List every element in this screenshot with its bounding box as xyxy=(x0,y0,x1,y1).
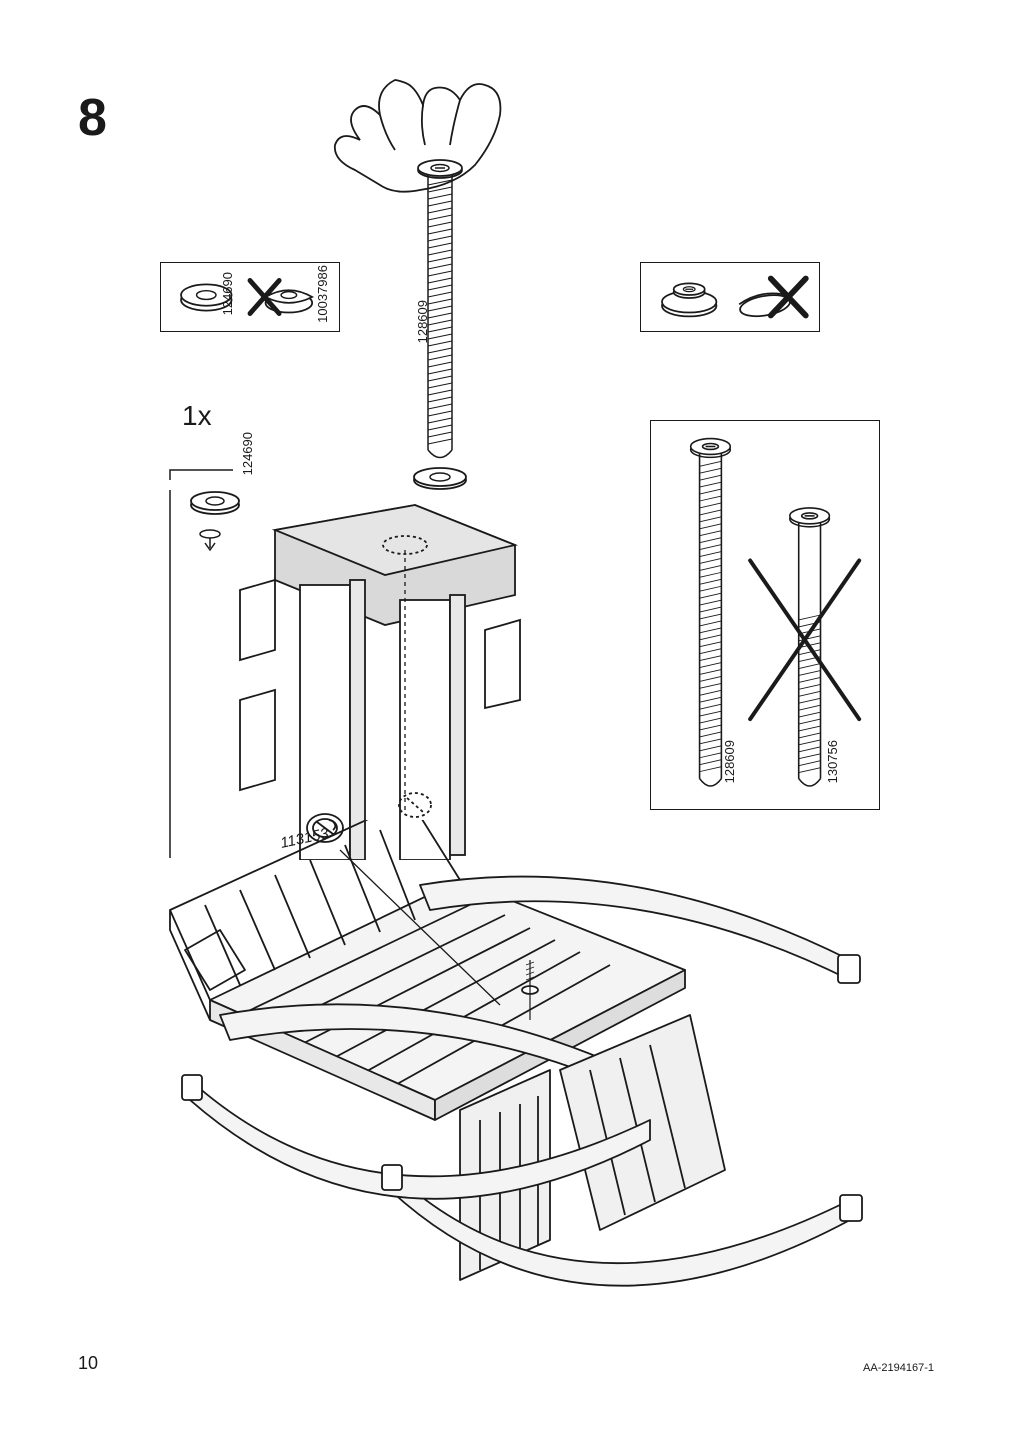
washer-correct-label: 124690 xyxy=(220,272,235,315)
washer-wrong-label: 10037986 xyxy=(315,265,330,323)
bolt-correct-label: 128609 xyxy=(722,740,737,783)
document-id: AA-2194167-1 xyxy=(863,1362,934,1374)
qty-label: 1x xyxy=(182,400,212,432)
washer-callout xyxy=(160,262,340,332)
joint-closeup xyxy=(155,450,525,860)
diagram-area: 128609 124690 10037986 xyxy=(140,70,940,1350)
bolt-main-label: 128609 xyxy=(415,300,430,343)
washer-tilt-callout xyxy=(640,262,820,332)
chair-assembly xyxy=(130,820,890,1350)
page-number: 10 xyxy=(78,1353,98,1374)
step-number: 8 xyxy=(78,88,107,148)
bolt-comparison-callout xyxy=(650,420,880,810)
bolt-wrong-label: 130756 xyxy=(825,740,840,783)
